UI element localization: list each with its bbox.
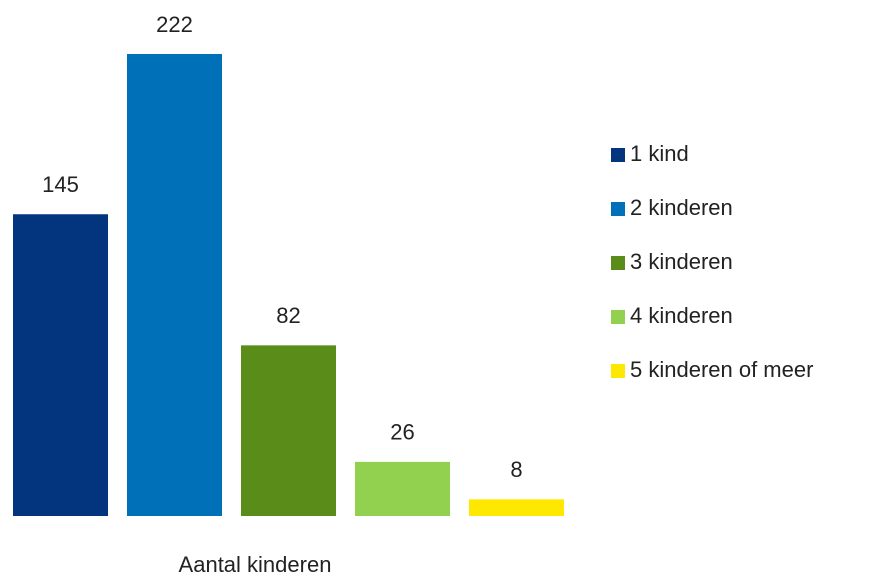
legend-label: 4 kinderen [630,303,733,328]
bar [13,214,108,517]
bar [469,499,564,516]
x-axis-label: Aantal kinderen [179,552,332,577]
bar [241,345,336,516]
legend-swatch [611,202,625,216]
legend-swatch [611,256,625,270]
data-label: 145 [42,172,79,197]
data-label: 82 [276,303,300,328]
bar [127,54,222,516]
legend-label: 2 kinderen [630,195,733,220]
bar [355,461,450,516]
legend-swatch [611,310,625,324]
data-label: 26 [390,420,414,445]
legend-label: 5 kinderen of meer [630,357,813,382]
data-label: 222 [156,12,193,37]
legend-label: 1 kind [630,141,689,166]
data-label: 8 [510,457,522,482]
legend-swatch [611,364,625,378]
legend-swatch [611,148,625,162]
legend-label: 3 kinderen [630,249,733,274]
